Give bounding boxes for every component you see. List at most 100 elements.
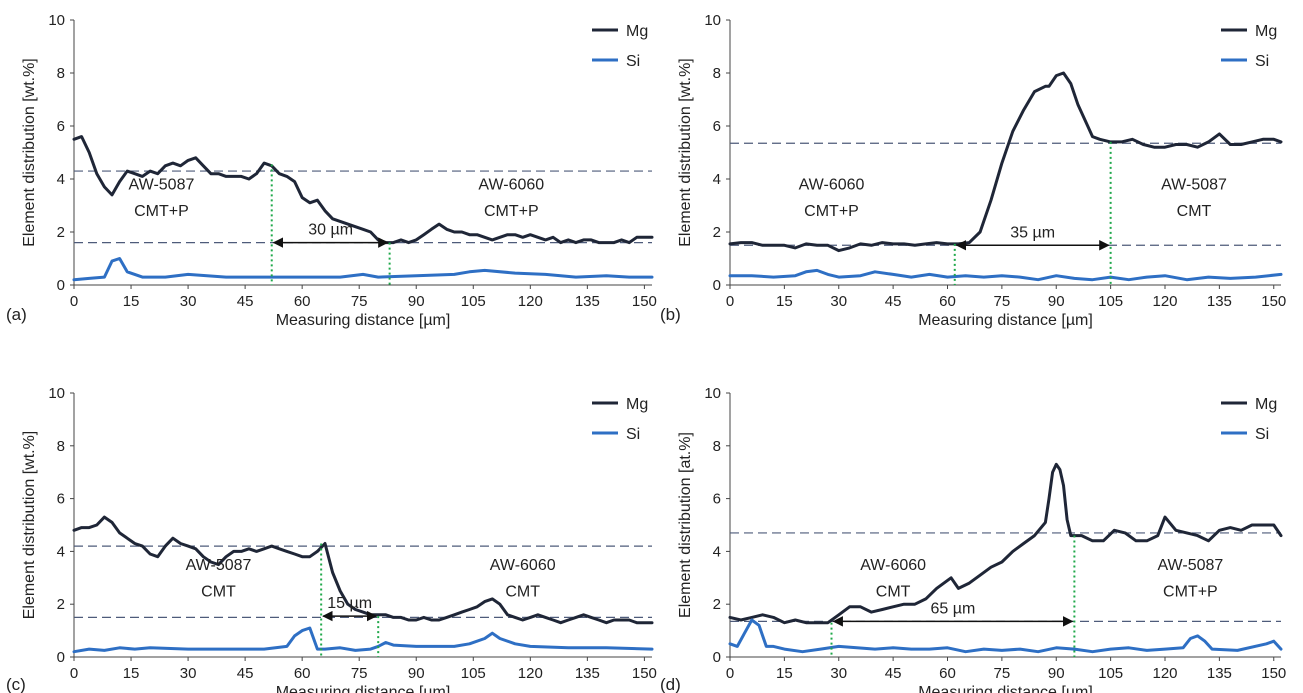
y-tick-label: 8 [57, 65, 65, 82]
panel-label: (d) [660, 675, 681, 693]
alloy-annotation: CMT+P [134, 203, 189, 220]
alloy-annotation: CMT [505, 583, 540, 600]
y-tick-label: 6 [713, 491, 721, 508]
x-tick-label: 60 [939, 665, 956, 682]
alloy-annotation: AW-6060 [478, 177, 544, 194]
y-tick-label: 0 [57, 277, 65, 294]
series-line-si [728, 268, 1283, 282]
x-axis-label: Measuring distance [µm] [918, 312, 1093, 329]
x-tick-label: 45 [237, 665, 254, 682]
x-tick-label: 105 [1098, 665, 1123, 682]
y-tick-label: 4 [57, 543, 65, 560]
alloy-annotation: CMT+P [804, 203, 859, 220]
legend-label-mg: Mg [626, 23, 648, 40]
legend-label-si: Si [1255, 53, 1269, 70]
y-tick-label: 2 [57, 224, 65, 241]
alloy-annotation: AW-5087 [186, 557, 252, 574]
x-tick-label: 75 [994, 293, 1011, 310]
x-tick-label: 105 [1098, 293, 1123, 310]
y-tick-label: 10 [48, 12, 65, 29]
x-tick-label: 120 [1152, 665, 1177, 682]
distance-label: 35 µm [1010, 224, 1055, 241]
x-tick-label: 90 [1048, 293, 1065, 310]
y-axis-label: Element distribution [wt.%] [21, 431, 38, 620]
y-tick-label: 6 [713, 118, 721, 135]
x-tick-label: 90 [1048, 665, 1065, 682]
panel-label: (b) [660, 305, 681, 324]
x-tick-label: 60 [294, 293, 311, 310]
alloy-annotation: CMT [1177, 203, 1212, 220]
alloy-annotation: CMT+P [484, 203, 539, 220]
y-axis-label: Element distribution [wt.%] [677, 58, 694, 247]
y-tick-label: 10 [704, 385, 721, 402]
x-tick-label: 60 [939, 293, 956, 310]
chart-panel-1: 0 2 4 6 8 10 0 15 30 45 60 75 90 105 120 135 150 Measurin… [6, 12, 657, 329]
x-tick-label: 15 [123, 665, 140, 682]
alloy-annotation: AW-6060 [799, 177, 865, 194]
x-axis-label: Measuring distance [µm] [918, 684, 1093, 693]
y-tick-label: 2 [713, 224, 721, 241]
x-tick-label: 15 [123, 293, 140, 310]
series-line-si [72, 626, 654, 654]
x-tick-label: 105 [461, 665, 486, 682]
y-tick-label: 2 [713, 596, 721, 613]
x-tick-label: 75 [351, 293, 368, 310]
x-tick-label: 30 [830, 665, 847, 682]
y-tick-label: 2 [57, 596, 65, 613]
y-tick-label: 0 [57, 649, 65, 666]
panel-label: (a) [6, 305, 27, 324]
x-tick-label: 0 [70, 665, 78, 682]
x-axis-label: Measuring distance [µm] [276, 312, 451, 329]
chart-panel-2: 0 2 4 6 8 10 0 15 30 45 60 75 90 105 120 135 150 Measurin… [660, 12, 1286, 329]
x-tick-label: 0 [70, 293, 78, 310]
panel-label: (c) [6, 675, 26, 693]
y-tick-label: 4 [57, 171, 65, 188]
x-tick-label: 135 [575, 293, 600, 310]
alloy-annotation: AW-5087 [129, 177, 195, 194]
legend-label-mg: Mg [1255, 23, 1277, 40]
legend-label-si: Si [1255, 426, 1269, 443]
x-tick-label: 75 [994, 665, 1011, 682]
x-tick-label: 30 [830, 293, 847, 310]
alloy-annotation: AW-6060 [490, 557, 556, 574]
x-tick-label: 135 [1207, 665, 1232, 682]
x-tick-label: 150 [1261, 665, 1286, 682]
legend-label-si: Si [626, 426, 640, 443]
y-tick-label: 4 [713, 171, 721, 188]
series-line-mg [728, 71, 1283, 253]
x-tick-label: 75 [351, 665, 368, 682]
y-tick-label: 4 [713, 543, 721, 560]
chart-panel-3: 0 2 4 6 8 10 0 15 30 45 60 75 90 105 120 135 150 Measurin… [6, 385, 657, 693]
y-tick-label: 10 [704, 12, 721, 29]
x-tick-label: 135 [575, 665, 600, 682]
x-tick-label: 120 [518, 293, 543, 310]
alloy-annotation: CMT [201, 583, 236, 600]
y-tick-label: 0 [713, 277, 721, 294]
y-tick-label: 6 [57, 491, 65, 508]
alloy-annotation: CMT [876, 583, 911, 600]
y-tick-label: 6 [57, 118, 65, 135]
x-tick-label: 90 [408, 293, 425, 310]
alloy-annotation: AW-6060 [860, 557, 926, 574]
x-tick-label: 60 [294, 665, 311, 682]
distance-label: 30 µm [308, 222, 353, 239]
distance-label: 65 µm [931, 600, 976, 617]
x-tick-label: 45 [885, 293, 902, 310]
alloy-annotation: CMT+P [1163, 583, 1218, 600]
distance-label: 15 µm [327, 595, 372, 612]
y-axis-label: Element distribution [at.%] [677, 432, 694, 618]
y-tick-label: 8 [57, 438, 65, 455]
x-tick-label: 120 [518, 665, 543, 682]
legend-label-si: Si [626, 53, 640, 70]
y-tick-label: 8 [713, 65, 721, 82]
x-tick-label: 15 [776, 293, 793, 310]
chart-panel-4: 0 2 4 6 8 10 0 15 30 45 60 75 90 105 120 135 150 Measurin… [660, 385, 1286, 693]
legend-label-mg: Mg [626, 396, 648, 413]
alloy-annotation: AW-5087 [1161, 177, 1227, 194]
x-tick-label: 150 [632, 665, 657, 682]
y-tick-label: 10 [48, 385, 65, 402]
legend-label-mg: Mg [1255, 396, 1277, 413]
x-tick-label: 120 [1152, 293, 1177, 310]
y-axis-label: Element distribution [wt.%] [21, 58, 38, 247]
